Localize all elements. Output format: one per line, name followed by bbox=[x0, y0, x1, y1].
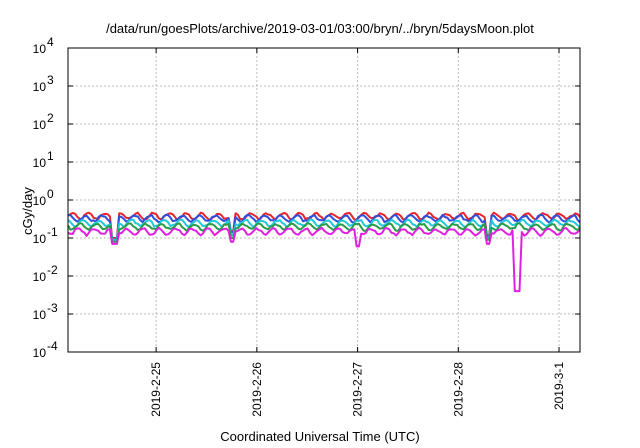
y-tick-label: 10 2 bbox=[33, 111, 54, 132]
plot-frame bbox=[67, 47, 581, 353]
series-line bbox=[67, 213, 581, 241]
y-tick-exponent: -3 bbox=[47, 301, 58, 315]
y-tick-base: 10 bbox=[33, 156, 47, 170]
y-tick-label: 10 -3 bbox=[33, 301, 58, 322]
y-tick-base: 10 bbox=[33, 194, 47, 208]
y-tick-exponent: 4 bbox=[47, 35, 54, 49]
y-tick-base: 10 bbox=[33, 308, 47, 322]
y-tick-label: 10 -2 bbox=[33, 263, 58, 284]
y-tick-base: 10 bbox=[33, 42, 47, 56]
x-tick-label: 2019-2-28 bbox=[451, 362, 465, 417]
y-tick-label: 10 1 bbox=[33, 149, 54, 170]
y-tick-label: 10 -4 bbox=[33, 339, 58, 360]
y-tick-base: 10 bbox=[33, 270, 47, 284]
y-axis-label: cGy/day bbox=[20, 187, 35, 235]
series-line bbox=[67, 222, 581, 243]
y-tick-exponent: -2 bbox=[47, 263, 58, 277]
series-line bbox=[67, 218, 581, 241]
y-tick-exponent: 2 bbox=[47, 111, 54, 125]
x-tick-label: 2019-3-1 bbox=[552, 362, 566, 410]
x-tick-label: 2019-2-25 bbox=[149, 362, 163, 417]
series-line bbox=[67, 226, 581, 293]
y-tick-label: 10 0 bbox=[33, 187, 54, 208]
x-tick-label: 2019-2-26 bbox=[250, 362, 264, 417]
x-tick-label: 2019-2-27 bbox=[351, 362, 365, 417]
y-tick-exponent: 0 bbox=[47, 187, 54, 201]
y-tick-exponent: 3 bbox=[47, 73, 54, 87]
y-tick-base: 10 bbox=[33, 346, 47, 360]
x-axis-label: Coordinated Universal Time (UTC) bbox=[220, 429, 420, 444]
y-tick-label: 10 -1 bbox=[33, 225, 58, 246]
chart-title: /data/run/goesPlots/archive/2019-03-01/0… bbox=[106, 21, 534, 36]
y-tick-base: 10 bbox=[33, 80, 47, 94]
y-tick-exponent: -4 bbox=[47, 339, 58, 353]
y-tick-exponent: 1 bbox=[47, 149, 54, 163]
y-tick-base: 10 bbox=[33, 118, 47, 132]
y-tick-label: 10 3 bbox=[33, 73, 54, 94]
y-tick-exponent: -1 bbox=[47, 225, 58, 239]
y-tick-label: 10 4 bbox=[33, 35, 54, 56]
y-tick-base: 10 bbox=[33, 232, 47, 246]
